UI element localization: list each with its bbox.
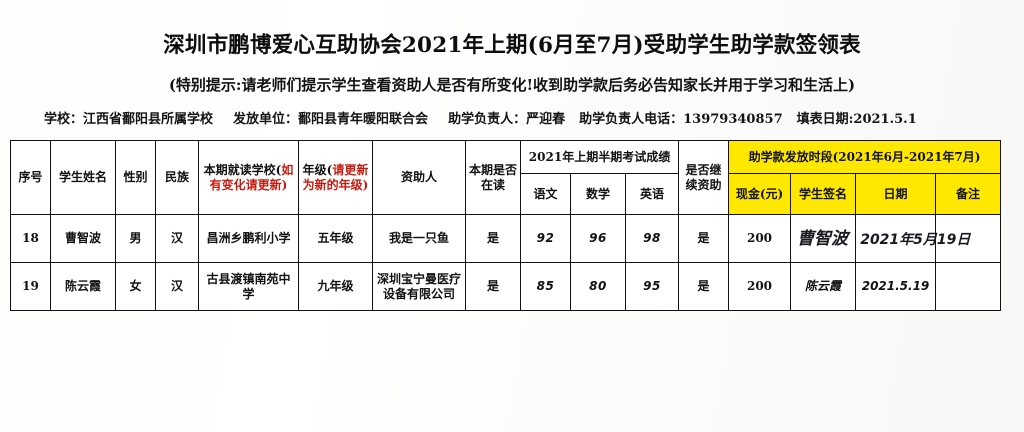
signature-handwriting: 曹智波 2021年5月19日 bbox=[797, 228, 970, 248]
meta-officer: 助学负责人：严迎春 bbox=[448, 108, 565, 127]
col-header-date: 日期 bbox=[855, 173, 937, 215]
cell-date bbox=[855, 214, 937, 263]
cell-ethnicity: 汉 bbox=[155, 214, 199, 263]
meta-school-label: 学校： bbox=[44, 112, 84, 127]
cell-student-name: 陈云霞 bbox=[50, 262, 116, 311]
meta-phone-label: 助学负责人电话： bbox=[579, 112, 684, 127]
col-header-math: 数学 bbox=[570, 173, 626, 215]
cell-math-score: 80 bbox=[570, 262, 626, 311]
cell-chinese-score: 85 bbox=[520, 262, 571, 311]
col-header-gender: 性别 bbox=[115, 140, 156, 215]
page-subtitle: (特别提示:请老师们提示学生查看资助人是否有所变化!收到助学款后务必告知家长并用… bbox=[168, 76, 856, 94]
table-header-row-top: 序号 学生姓名 性别 民族 本期就读学校(如有变化请更新) 年级(请更新为新的年… bbox=[10, 140, 1002, 215]
col-header-cash: 现金(元) bbox=[728, 173, 792, 215]
cell-cash: 200 bbox=[728, 262, 792, 311]
meta-officer-label: 助学负责人： bbox=[448, 112, 527, 127]
meta-fill-date: 填表日期:2021.5.1 bbox=[797, 108, 917, 127]
signature-date: 2021年5月19日 bbox=[860, 231, 971, 248]
table-row: 18 曹智波 男 汉 昌洲乡鹏利小学 五年级 我是一只鱼 是 92 96 98 … bbox=[10, 214, 1002, 263]
signature-name: 曹智波 bbox=[797, 228, 849, 249]
meta-unit-label: 发放单位： bbox=[233, 112, 299, 127]
col-header-remark: 备注 bbox=[935, 173, 1002, 215]
cell-seq: 18 bbox=[10, 214, 51, 263]
meta-school: 学校：江西省鄱阳县所属学校 bbox=[44, 108, 213, 127]
meta-school-value: 江西省鄱阳县所属学校 bbox=[83, 112, 214, 127]
col-header-payment-group: 助学款发放时段(2021年6月-2021年7月) bbox=[728, 140, 1002, 174]
cell-math-score: 96 bbox=[570, 214, 626, 263]
cell-remark bbox=[935, 214, 1002, 263]
cell-cash: 200 bbox=[728, 214, 792, 263]
meta-phone: 助学负责人电话：13979340857 bbox=[579, 108, 783, 127]
col-header-enrolled: 本期是否在读 bbox=[465, 140, 521, 215]
student-grant-table: 序号 学生姓名 性别 民族 本期就读学校(如有变化请更新) 年级(请更新为新的年… bbox=[10, 140, 1002, 311]
cell-date: 2021.5.19 bbox=[855, 262, 937, 311]
meta-phone-value: 13979340857 bbox=[683, 112, 783, 127]
cell-sponsor: 深圳宝宁曼医疗设备有限公司 bbox=[372, 262, 466, 311]
col-header-school: 本期就读学校(如有变化请更新) bbox=[198, 140, 299, 215]
col-header-seq: 序号 bbox=[10, 140, 51, 215]
col-header-english: 英语 bbox=[624, 173, 680, 215]
col-header-school-main: 本期就读学校( bbox=[203, 163, 282, 178]
meta-officer-value: 严迎春 bbox=[526, 112, 566, 127]
col-header-grade-note: 请更新为新的年级) bbox=[302, 163, 369, 192]
cell-grade: 五年级 bbox=[298, 214, 373, 263]
cell-continue: 是 bbox=[678, 262, 730, 311]
cell-remark bbox=[935, 262, 1002, 311]
table-header-row-sub: 语文 数学 英语 现金(元) 学生签名 日期 备注 bbox=[11, 173, 1002, 215]
cell-grade: 九年级 bbox=[298, 262, 373, 311]
cell-seq: 19 bbox=[10, 262, 51, 311]
col-header-grade: 年级(请更新为新的年级) bbox=[298, 140, 373, 215]
cell-continue: 是 bbox=[678, 214, 730, 263]
table-row: 19 陈云霞 女 汉 古县渡镇南苑中学 九年级 深圳宝宁曼医疗设备有限公司 是 … bbox=[10, 262, 1002, 311]
col-header-ethnicity: 民族 bbox=[155, 140, 199, 215]
cell-student-name: 曹智波 bbox=[50, 214, 116, 263]
meta-unit-value: 鄱阳县青年暖阳联合会 bbox=[298, 112, 429, 127]
cell-gender: 女 bbox=[115, 262, 156, 311]
cell-ethnicity: 汉 bbox=[155, 262, 199, 311]
cell-signature: 曹智波 2021年5月19日 bbox=[790, 214, 970, 263]
cell-school: 昌洲乡鹏利小学 bbox=[198, 214, 299, 263]
col-header-continue: 是否继续资助 bbox=[678, 140, 730, 215]
cell-english-score: 98 bbox=[624, 214, 680, 263]
cell-english-score: 95 bbox=[624, 262, 680, 311]
col-header-sponsor: 资助人 bbox=[372, 140, 466, 215]
form-table-wrapper: 序号 学生姓名 性别 民族 本期就读学校(如有变化请更新) 年级(请更新为新的年… bbox=[10, 140, 1002, 311]
cell-enrolled: 是 bbox=[465, 262, 521, 311]
col-header-signature: 学生签名 bbox=[790, 173, 857, 215]
meta-fill-date-label: 填表日期: bbox=[796, 112, 854, 127]
col-header-student-name: 学生姓名 bbox=[50, 140, 116, 215]
col-header-chinese: 语文 bbox=[520, 173, 571, 215]
page-title: 深圳市鹏博爱心互助协会2021年上期(6月至7月)受助学生助学款签领表 bbox=[163, 33, 861, 58]
meta-unit: 发放单位：鄱阳县青年暖阳联合会 bbox=[233, 108, 428, 127]
cell-school: 古县渡镇南苑中学 bbox=[198, 262, 299, 311]
cell-gender: 男 bbox=[115, 214, 156, 263]
col-header-grade-main: 年级( bbox=[302, 163, 333, 178]
col-header-school-note: 如有变化请更新) bbox=[209, 163, 294, 192]
cell-chinese-score: 92 bbox=[520, 214, 571, 263]
cell-enrolled: 是 bbox=[465, 214, 521, 263]
col-header-exam-group: 2021年上期半期考试成绩 bbox=[519, 140, 680, 174]
meta-fill-date-value: 2021.5.1 bbox=[853, 112, 917, 127]
cell-sponsor: 我是一只鱼 bbox=[372, 214, 466, 263]
cell-signature: 陈云霞 bbox=[790, 262, 857, 311]
meta-info-line: 学校：江西省鄱阳县所属学校 发放单位：鄱阳县青年暖阳联合会 助学负责人：严迎春 … bbox=[44, 108, 994, 127]
